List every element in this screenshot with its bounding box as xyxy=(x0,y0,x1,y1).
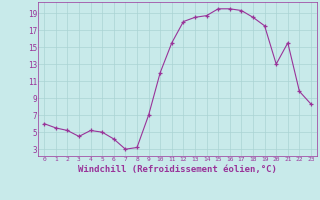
X-axis label: Windchill (Refroidissement éolien,°C): Windchill (Refroidissement éolien,°C) xyxy=(78,165,277,174)
